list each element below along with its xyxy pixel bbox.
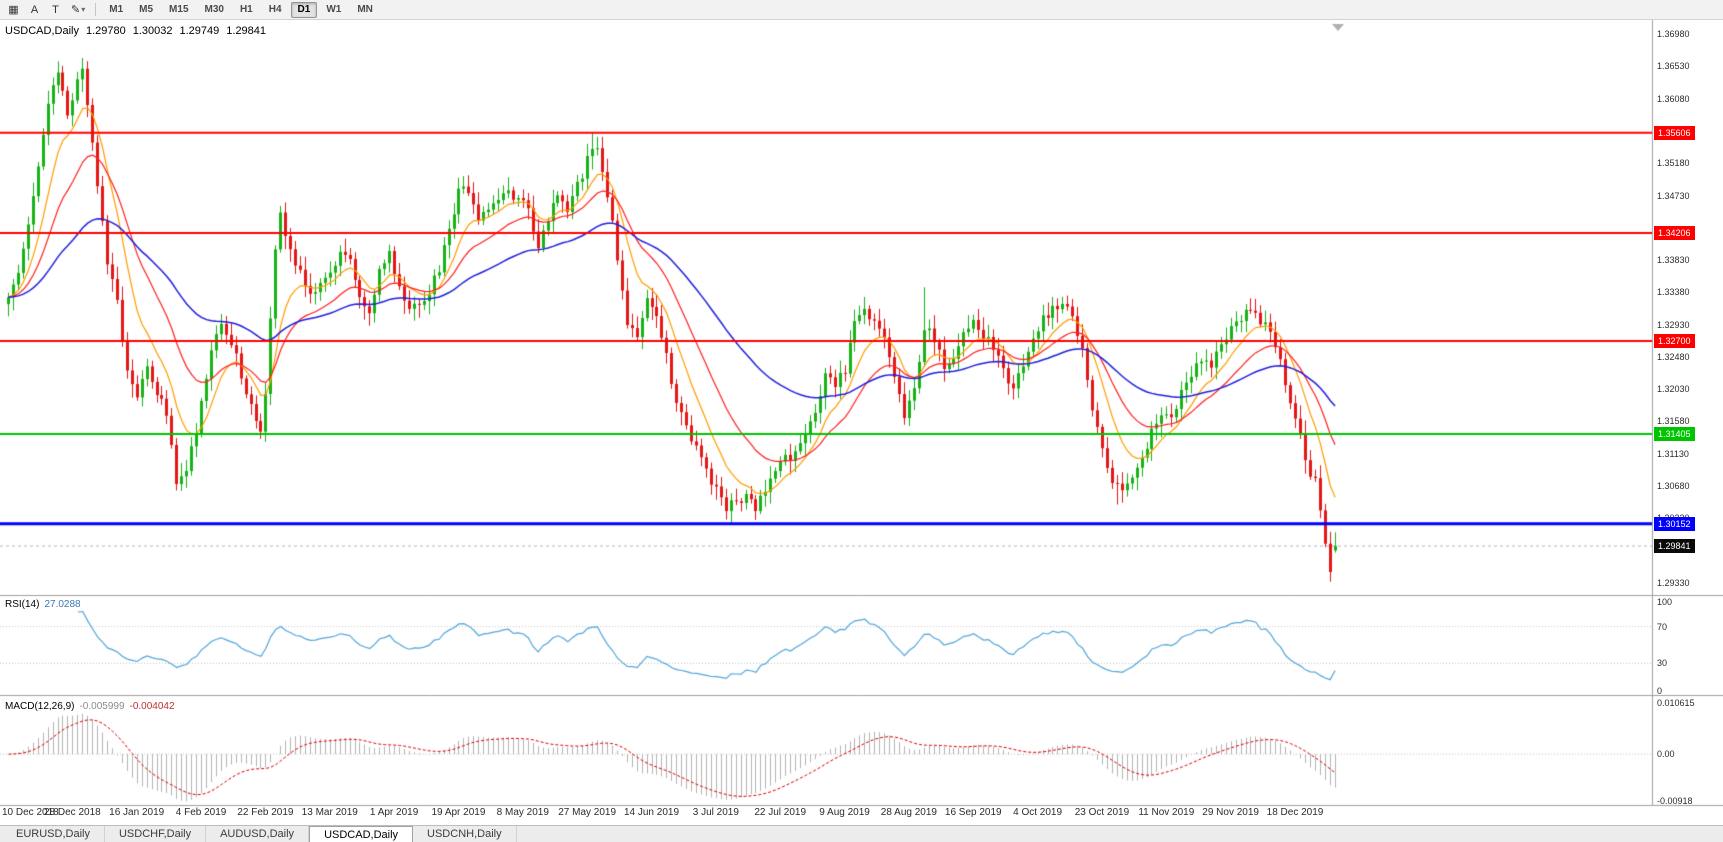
tab-audusd-daily[interactable]: AUDUSD,Daily <box>206 826 310 842</box>
timeframe-button-w1[interactable]: W1 <box>326 4 342 15</box>
toolbar-separator <box>95 3 97 16</box>
timeframe-button-h1[interactable]: H1 <box>239 4 253 15</box>
timeframe-button-h4[interactable]: H4 <box>268 4 282 15</box>
macd-name: MACD(12,26,9) <box>5 701 75 712</box>
symbol-tab-bar: EURUSD,Daily USDCHF,Daily AUDUSD,Daily USDC… <box>0 825 1723 842</box>
draw-tool-button[interactable]: ✎ ▾ <box>71 4 86 16</box>
timeframe-button-mn[interactable]: MN <box>357 4 373 15</box>
timeframe-button-group: M1 M5 M15 M30 H1 H4 D1 W1 MN <box>102 1 380 18</box>
rsi-name: RSI(14) <box>5 599 40 610</box>
macd-main-value: -0.005999 <box>79 701 125 712</box>
chart-window-icon[interactable]: ▦ <box>8 4 19 16</box>
ohlc-low: 1.29749 <box>179 25 220 37</box>
tool-button-group: ▦ A T ✎ ▾ <box>4 1 89 18</box>
timeframe-button-m1[interactable]: M1 <box>109 4 124 15</box>
timeframe-button-m30[interactable]: M30 <box>204 4 224 15</box>
chart-title: USDCAD,Daily 1.29780 1.30032 1.29749 1.29841 <box>5 25 266 37</box>
timeframe-button-m15[interactable]: M15 <box>169 4 189 15</box>
ohlc-open: 1.29780 <box>85 25 126 37</box>
chevron-down-icon: ▾ <box>81 5 86 14</box>
tab-usdcnh-daily[interactable]: USDCNH,Daily <box>413 826 517 842</box>
arrow-tool-button[interactable]: A <box>30 3 39 16</box>
tab-usdcad-daily[interactable]: USDCAD,Daily <box>309 826 414 842</box>
toolbar: ▦ A T ✎ ▾ M1 M5 M15 M30 H1 H4 D1 W1 MN <box>0 0 1723 20</box>
timeframe-button-m5[interactable]: M5 <box>139 4 154 15</box>
ohlc-high: 1.30032 <box>132 25 173 37</box>
tab-eurusd-daily[interactable]: EURUSD,Daily <box>2 826 105 842</box>
rsi-indicator-label: RSI(14) 27.0288 <box>5 599 86 610</box>
macd-signal-value: -0.004042 <box>129 701 175 712</box>
macd-indicator-label: MACD(12,26,9) -0.005999 -0.004042 <box>5 701 180 712</box>
ohlc-close: 1.29841 <box>226 25 267 37</box>
rsi-value: 27.0288 <box>44 599 81 610</box>
symbol-period-label: USDCAD,Daily <box>5 25 79 37</box>
text-tool-button[interactable]: T <box>52 3 59 16</box>
tab-usdchf-daily[interactable]: USDCHF,Daily <box>105 826 207 842</box>
timeframe-button-d1[interactable]: D1 <box>290 1 318 18</box>
